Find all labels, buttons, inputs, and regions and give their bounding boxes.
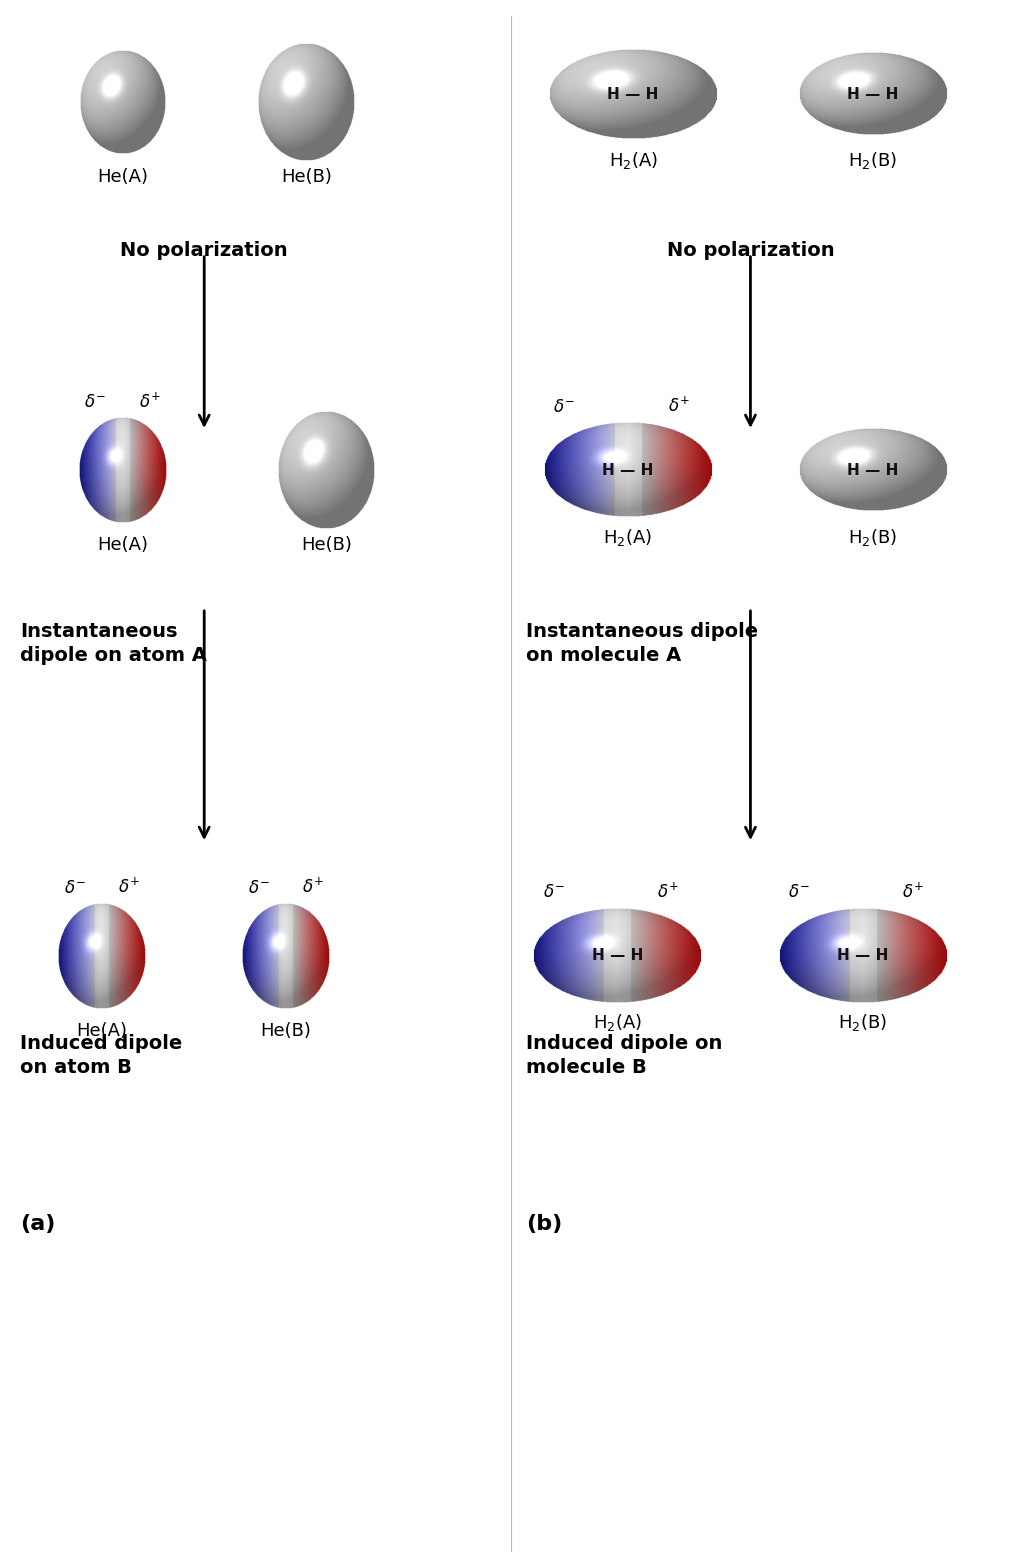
Text: No polarization: No polarization: [667, 241, 834, 260]
Text: $\delta^{-}$: $\delta^{-}$: [543, 884, 565, 901]
Text: $\delta^{-}$: $\delta^{-}$: [248, 879, 270, 896]
Text: H$_2$(B): H$_2$(B): [848, 150, 897, 171]
Text: H — H: H — H: [847, 462, 898, 478]
Text: Instantaneous dipole
on molecule A: Instantaneous dipole on molecule A: [526, 622, 758, 664]
Text: Instantaneous
dipole on atom A: Instantaneous dipole on atom A: [20, 622, 207, 664]
Text: He(B): He(B): [260, 1022, 311, 1039]
Text: No polarization: No polarization: [120, 241, 288, 260]
Text: $\delta^{-}$: $\delta^{-}$: [85, 393, 106, 411]
Text: $\delta^{-}$: $\delta^{-}$: [64, 879, 86, 896]
Text: H — H: H — H: [607, 86, 659, 102]
Text: $\delta^{+}$: $\delta^{+}$: [903, 882, 924, 901]
Text: (b): (b): [526, 1214, 563, 1235]
Text: $\delta^{+}$: $\delta^{+}$: [139, 392, 160, 411]
Text: H — H: H — H: [837, 948, 888, 964]
Text: He(A): He(A): [97, 536, 148, 553]
Text: $\delta^{-}$: $\delta^{-}$: [788, 884, 810, 901]
Text: H — H: H — H: [602, 462, 653, 478]
Text: Induced dipole
on atom B: Induced dipole on atom B: [20, 1034, 183, 1077]
Text: $\delta^{+}$: $\delta^{+}$: [658, 882, 679, 901]
Text: He(B): He(B): [301, 536, 352, 553]
Text: $\delta^{+}$: $\delta^{+}$: [302, 878, 324, 896]
Text: $\delta^{+}$: $\delta^{+}$: [668, 396, 689, 415]
Text: H$_2$(A): H$_2$(A): [593, 1012, 642, 1033]
Text: (a): (a): [20, 1214, 56, 1235]
Text: H$_2$(A): H$_2$(A): [603, 527, 652, 547]
Text: H$_2$(B): H$_2$(B): [848, 527, 897, 547]
Text: H — H: H — H: [847, 86, 898, 102]
Text: $\delta^{-}$: $\delta^{-}$: [553, 398, 575, 415]
Text: H$_2$(B): H$_2$(B): [838, 1012, 887, 1033]
Text: He(B): He(B): [281, 168, 332, 185]
Text: $\delta^{+}$: $\delta^{+}$: [118, 878, 140, 896]
Text: He(A): He(A): [77, 1022, 128, 1039]
Text: Induced dipole on
molecule B: Induced dipole on molecule B: [526, 1034, 722, 1077]
Text: He(A): He(A): [97, 168, 148, 185]
Text: H — H: H — H: [592, 948, 643, 964]
Text: H$_2$(A): H$_2$(A): [609, 150, 658, 171]
